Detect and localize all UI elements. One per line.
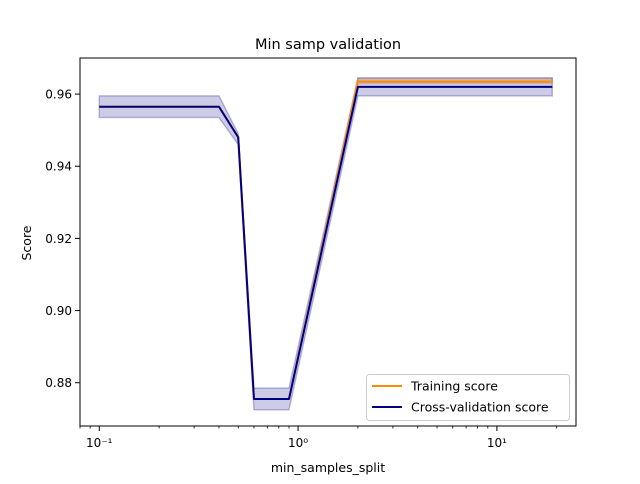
y-tick-label: 0.90	[45, 304, 72, 318]
chart-title: Min samp validation	[255, 37, 401, 53]
y-tick-label: 0.96	[45, 88, 72, 102]
plot-frame	[79, 57, 577, 427]
y-axis-label: Score	[19, 225, 34, 260]
legend-label-training-score: Training score	[410, 379, 498, 394]
x-tick-label: 10¹	[487, 436, 507, 450]
line-series-1	[99, 85, 553, 400]
y-axis-ticks: 0.88 0.90 0.92 0.94 0.96	[45, 88, 80, 390]
y-tick-label: 0.92	[45, 232, 72, 246]
legend: Training score Cross-validation score	[366, 374, 570, 421]
x-tick-label: 10⁰	[288, 436, 308, 450]
y-tick-label: 0.94	[45, 160, 72, 174]
x-axis-ticks: 10⁻¹ 10⁰ 10¹	[79, 426, 558, 450]
legend-label-cross-validation-score: Cross-validation score	[411, 400, 549, 415]
legend-box	[366, 374, 570, 421]
y-tick-label: 0.88	[45, 376, 72, 390]
x-tick-label: 10⁻¹	[86, 436, 113, 450]
series-lines	[99, 80, 553, 400]
x-axis-label: min_samples_split	[271, 460, 385, 475]
